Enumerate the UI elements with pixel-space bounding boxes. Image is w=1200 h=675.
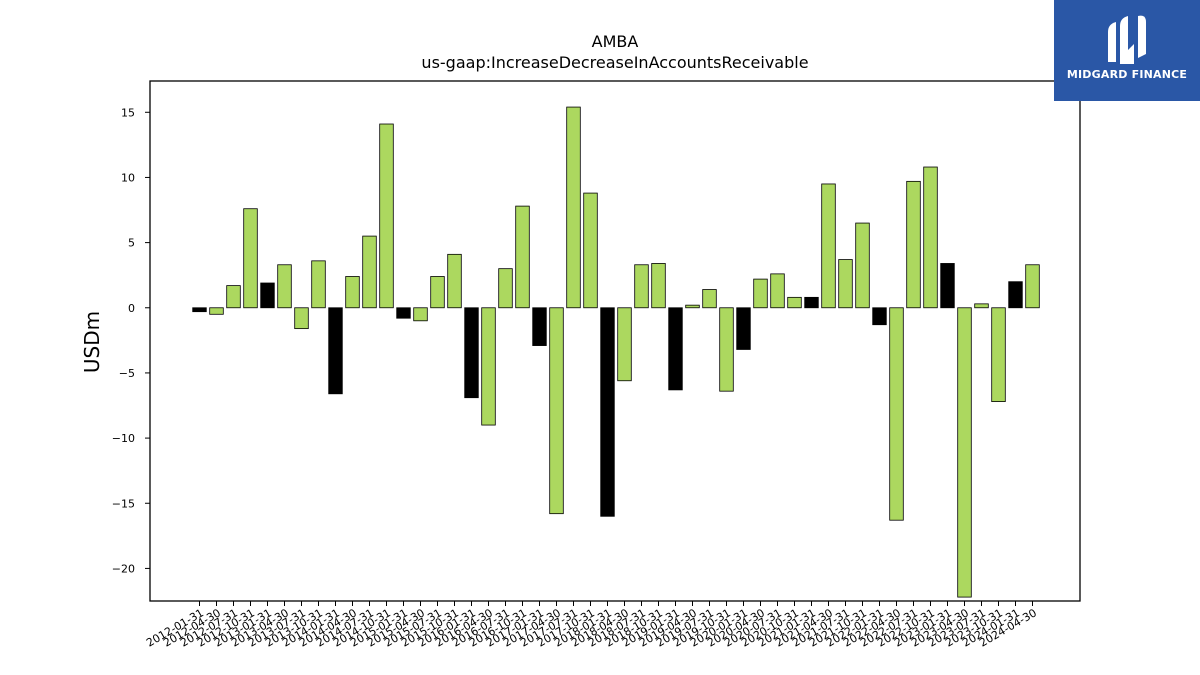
y-tick-label-5: 5: [128, 237, 135, 250]
bar-2015-01-31: [396, 307, 411, 319]
midgard-finance-logo-icon: [1108, 15, 1146, 64]
bar-2023-01-31: [940, 263, 955, 309]
bar-2022-07-31: [906, 180, 921, 309]
bar-2018-10-31: [651, 263, 666, 309]
bar-2023-10-31: [991, 307, 1006, 402]
bar-2014-04-30: [345, 276, 360, 309]
bar-2013-10-31: [311, 260, 326, 309]
bar-2021-04-30: [821, 183, 836, 309]
x-axis: 2012-01-312012-04-302012-07-312012-10-31…: [144, 601, 1039, 650]
y-tick-label--15: −15: [112, 497, 135, 510]
bar-2012-01-31: [192, 307, 207, 313]
chart-subtitle: us-gaap:IncreaseDecreaseInAccountsReceiv…: [421, 53, 808, 72]
bar-2012-04-30: [209, 307, 224, 315]
bar-2018-07-31: [634, 264, 649, 309]
bar-2015-07-31: [430, 276, 445, 309]
bar-2021-10-31: [855, 222, 870, 309]
bar-2021-01-31: [804, 296, 819, 309]
bar-2015-10-31: [447, 253, 462, 309]
bar-2013-01-31: [260, 282, 275, 309]
bar-2019-04-30: [685, 304, 700, 309]
bar-2021-07-31: [838, 259, 853, 309]
y-axis: 15 10 5 0 −5 −10 −15 −20: [112, 106, 150, 575]
bar-2024-04-30: [1025, 264, 1040, 309]
bar-2023-04-30: [957, 307, 972, 598]
bar-2017-01-31: [532, 307, 547, 346]
bar-2018-01-31: [600, 307, 615, 517]
bar-2012-07-31: [226, 285, 241, 309]
bar-2016-04-30: [481, 307, 496, 426]
bar-2020-04-30: [753, 278, 768, 309]
y-tick-label-15: 15: [121, 106, 135, 119]
bar-2024-01-31: [1008, 281, 1023, 309]
bar-2016-01-31: [464, 307, 479, 399]
bar-2013-07-31: [294, 307, 309, 330]
bar-2014-07-31: [362, 235, 377, 309]
bar-2013-04-30: [277, 264, 292, 309]
bar-2019-10-31: [719, 307, 734, 392]
bar-2018-04-30: [617, 307, 632, 382]
bar-2020-01-31: [736, 307, 751, 350]
bar-2020-07-31: [770, 273, 785, 309]
chart-title: AMBA: [592, 32, 639, 51]
y-tick-label--10: −10: [112, 432, 135, 445]
bar-2014-01-31: [328, 307, 343, 395]
bar-2022-10-31: [923, 166, 938, 309]
bar-2017-04-30: [549, 307, 564, 515]
bar-2019-01-31: [668, 307, 683, 391]
y-tick-label-0: 0: [128, 302, 135, 315]
midgard-finance-logo: MIDGARD FINANCE: [1054, 0, 1200, 101]
y-axis-label: USDm: [80, 311, 104, 373]
y-tick-label--20: −20: [112, 562, 135, 575]
bar-2017-07-31: [566, 106, 581, 309]
y-tick-label-10: 10: [121, 171, 135, 184]
bar-2023-07-31: [974, 303, 989, 309]
bar-2022-01-31: [872, 307, 887, 326]
bar-2015-04-30: [413, 307, 428, 322]
plot-frame: [149, 80, 1081, 602]
bar-2019-07-31: [702, 289, 717, 309]
logo-text: MIDGARD FINANCE: [1066, 68, 1188, 81]
bar-2016-07-31: [498, 268, 513, 309]
bar-2016-10-31: [515, 205, 530, 309]
bar-2022-04-30: [889, 307, 904, 521]
bars-group: [192, 106, 1040, 598]
bar-2014-10-31: [379, 123, 394, 309]
bar-2020-10-31: [787, 296, 802, 309]
bar-2012-10-31: [243, 208, 258, 309]
y-tick-label--5: −5: [119, 367, 135, 380]
bar-2017-10-31: [583, 192, 598, 309]
